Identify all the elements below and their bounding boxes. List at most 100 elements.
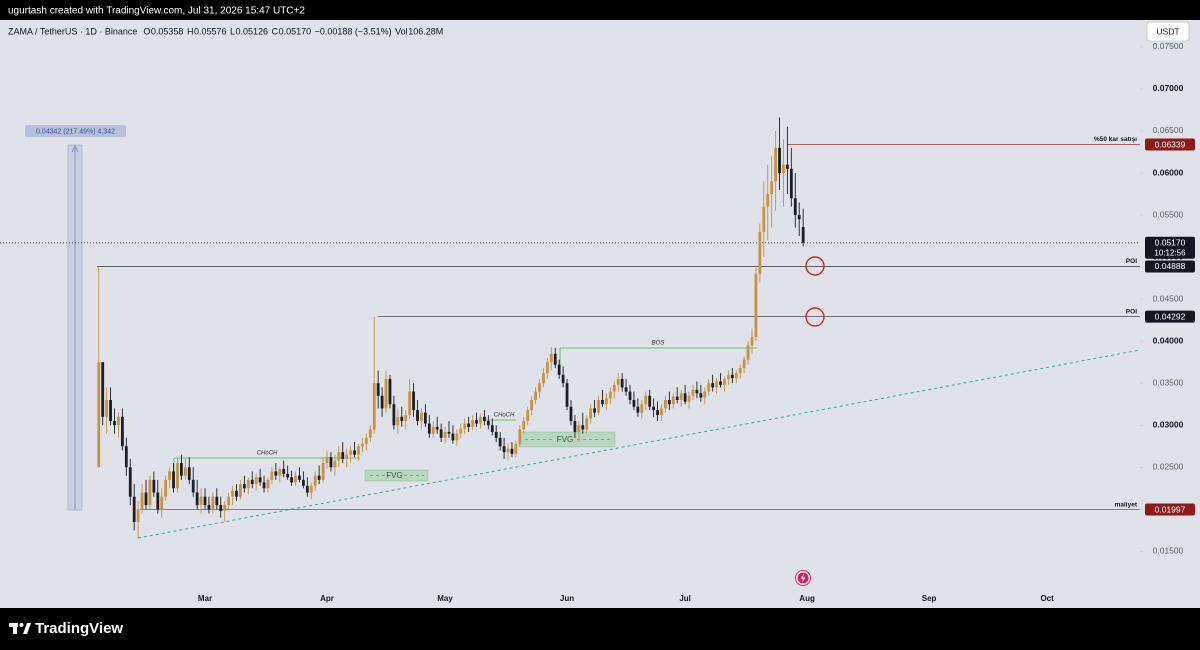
candle-body bbox=[726, 374, 730, 379]
candle-body bbox=[636, 406, 640, 413]
level-tag bbox=[1145, 310, 1195, 323]
candle-body bbox=[616, 378, 620, 385]
logo-part bbox=[23, 623, 31, 634]
candle-body bbox=[711, 383, 715, 388]
candle-body bbox=[608, 391, 612, 399]
candle-body bbox=[770, 181, 774, 195]
candle-body bbox=[262, 482, 266, 489]
level-tag bbox=[1145, 138, 1195, 151]
candle-body bbox=[518, 429, 522, 444]
candle-body bbox=[557, 364, 561, 375]
candle-body bbox=[298, 475, 301, 480]
candle-body bbox=[227, 496, 231, 506]
legend-ohlc-value: 0.05126 bbox=[236, 26, 269, 36]
y-tick-label: 0.01500 bbox=[1153, 546, 1184, 556]
candle-body bbox=[553, 353, 557, 365]
legend-ohlc-label: H bbox=[187, 26, 194, 36]
candle-body bbox=[353, 450, 356, 455]
candle-body bbox=[412, 391, 415, 411]
candle-body bbox=[758, 231, 762, 274]
candle-body bbox=[597, 400, 600, 413]
candle-body bbox=[361, 443, 364, 447]
y-tick-label: 0.06000 bbox=[1153, 167, 1184, 177]
candle-body bbox=[156, 492, 160, 510]
top-bar bbox=[0, 0, 1200, 20]
candle-body bbox=[624, 387, 628, 392]
candle-body bbox=[494, 431, 498, 438]
x-tick-label: Aug bbox=[799, 594, 815, 603]
candle-body bbox=[490, 425, 494, 432]
candle-body bbox=[392, 404, 396, 426]
levels: %50 kar satışı POI POI maliyet bbox=[0, 136, 1140, 510]
candle-body bbox=[176, 463, 179, 489]
candle-body bbox=[738, 368, 742, 374]
candle-body bbox=[187, 467, 191, 480]
candle-body bbox=[364, 437, 368, 444]
currency-button[interactable] bbox=[1146, 21, 1190, 42]
candle-body bbox=[593, 408, 596, 413]
candle-body bbox=[782, 164, 785, 174]
candle-body bbox=[325, 457, 329, 464]
candle-body bbox=[797, 215, 801, 220]
last-price-tag bbox=[1145, 236, 1195, 259]
candle-body bbox=[667, 400, 671, 405]
candle-body bbox=[762, 206, 766, 232]
candle-body bbox=[719, 381, 722, 385]
candle-body bbox=[581, 425, 585, 430]
candle-body bbox=[502, 446, 506, 453]
countdown: 10:12:56 bbox=[1154, 248, 1186, 257]
candle-body bbox=[522, 421, 526, 430]
candle-body bbox=[652, 406, 656, 411]
candle-body bbox=[793, 198, 797, 216]
poi-circle bbox=[805, 307, 825, 327]
level-note: maliyet bbox=[1115, 501, 1138, 508]
candle-body bbox=[270, 471, 274, 480]
candle-body bbox=[120, 416, 124, 447]
candle-body bbox=[746, 345, 750, 360]
candle-body bbox=[447, 431, 451, 434]
level-tag-label: 0.06339 bbox=[1155, 139, 1186, 149]
level-tag bbox=[1145, 260, 1195, 273]
y-tick-label: 0.05500 bbox=[1153, 209, 1184, 219]
choch-label: CHoCH bbox=[494, 413, 515, 419]
candle-body bbox=[117, 416, 120, 426]
candle-body bbox=[286, 473, 290, 478]
candle-body bbox=[246, 479, 250, 489]
candle-body bbox=[561, 374, 565, 384]
candle-body bbox=[723, 378, 726, 385]
candle-body bbox=[664, 400, 667, 409]
y-tick-label: 0.07500 bbox=[1153, 41, 1184, 51]
candle-body bbox=[734, 373, 738, 379]
candle-body bbox=[671, 396, 675, 405]
candle-body bbox=[254, 477, 258, 485]
x-tick-label: Jul bbox=[679, 594, 691, 603]
candle-body bbox=[451, 433, 455, 441]
candle-body bbox=[380, 395, 384, 409]
y-tick-label: 0.04000 bbox=[1153, 335, 1184, 345]
candle-body bbox=[431, 426, 435, 434]
candle-body bbox=[321, 463, 325, 480]
y-tick-label: 0.07000 bbox=[1153, 83, 1184, 93]
bos-label: BOS bbox=[652, 341, 665, 347]
x-tick-label: Oct bbox=[1040, 594, 1054, 603]
candle-body bbox=[644, 395, 648, 405]
candle-body bbox=[128, 467, 132, 497]
candle-body bbox=[628, 391, 632, 400]
candle-body bbox=[309, 485, 313, 493]
candle-body bbox=[124, 446, 128, 468]
candle-body bbox=[231, 490, 234, 497]
candle-body bbox=[376, 383, 380, 396]
candles bbox=[97, 117, 805, 539]
x-tick-label: Sep bbox=[922, 594, 937, 603]
chart-background bbox=[0, 20, 1200, 608]
candle-body bbox=[250, 479, 254, 485]
candle-body bbox=[577, 425, 581, 432]
x-tick-label: May bbox=[437, 594, 453, 603]
candle-body bbox=[498, 437, 502, 447]
candle-body bbox=[144, 492, 148, 506]
candle-body bbox=[408, 391, 412, 416]
candle-body bbox=[530, 400, 534, 411]
candle-body bbox=[675, 396, 679, 400]
x-tick-label: Apr bbox=[320, 594, 334, 603]
logo-part bbox=[13, 623, 17, 634]
